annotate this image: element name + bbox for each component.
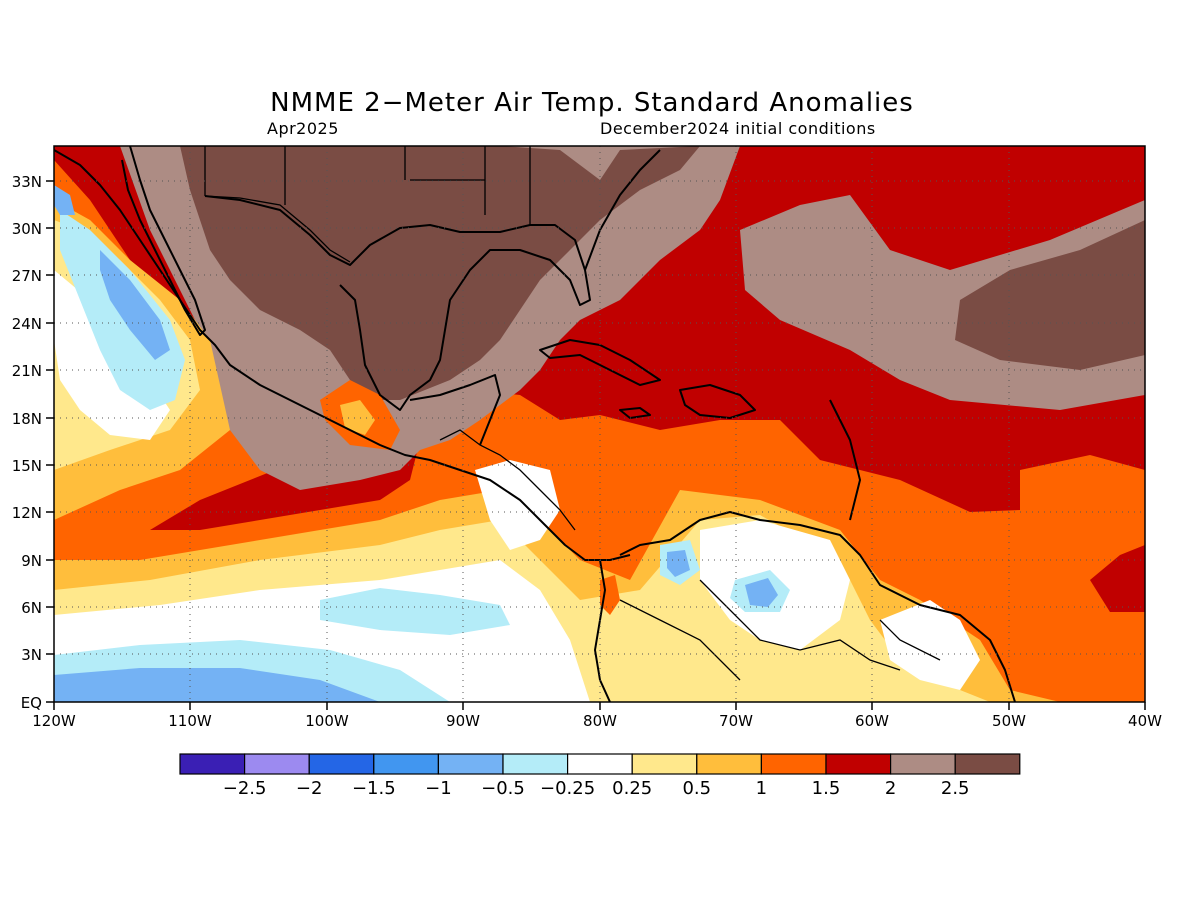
colorbar-label: −2 <box>296 778 323 799</box>
lon-label-100w: 100W <box>305 712 349 730</box>
colorbar-label: 2.5 <box>941 778 970 799</box>
colorbar-label: −1 <box>425 778 452 799</box>
lon-label-60w: 60W <box>855 712 889 730</box>
lon-label-50w: 50W <box>992 712 1026 730</box>
colorbar-label: 0.25 <box>612 778 652 799</box>
lat-label-6n: 6N <box>21 599 42 617</box>
field-blue-venezuela <box>745 578 778 607</box>
lat-label-18n: 18N <box>12 410 42 428</box>
lon-label-90w: 90W <box>446 712 480 730</box>
colorbar-swatch <box>954 753 1021 775</box>
coast-mexico-pacific <box>54 149 631 561</box>
border-us-mexico <box>204 195 351 263</box>
field-orange-mexico-inner <box>340 400 375 435</box>
colorbar-swatch <box>631 753 698 775</box>
colorbar-label: −1.5 <box>352 778 396 799</box>
lon-label-80w: 80W <box>583 712 617 730</box>
lat-label-27n: 27N <box>12 267 42 285</box>
field-dark-brown-atlantic <box>955 220 1145 370</box>
subtitle-month: Apr2025 <box>267 119 339 138</box>
field-blue-colombia <box>667 550 690 577</box>
field-dark-brown <box>180 146 700 400</box>
coast-lesser-antilles <box>829 399 861 521</box>
axis-ticks <box>46 180 1146 710</box>
field-white-central-america <box>475 460 560 550</box>
coast-colombia-pacific <box>594 559 611 702</box>
colorbar-swatch <box>373 753 439 775</box>
coast-gulf <box>204 195 591 411</box>
colorbar-swatch <box>825 753 892 775</box>
colorbar-swatch <box>760 753 827 775</box>
colorbar-label: 0.5 <box>682 778 711 799</box>
coast-south-america <box>619 511 1016 702</box>
lat-label-3n: 3N <box>21 646 42 664</box>
colorbar <box>179 753 1021 775</box>
field-white-guianas <box>880 600 980 690</box>
colorbar-swatch <box>308 753 375 775</box>
coast-jamaica <box>619 407 651 419</box>
field-cyan-midpacific <box>320 588 510 635</box>
lat-label-30n: 30N <box>12 220 42 238</box>
coast-cuba <box>539 339 661 386</box>
colorbar-label: −2.5 <box>223 778 267 799</box>
field-blue-equatorial <box>54 668 380 702</box>
colorbar-swatch <box>566 753 633 775</box>
border-us-states <box>204 146 531 225</box>
colorbar-swatch <box>502 753 569 775</box>
coast-hispaniola <box>679 384 756 419</box>
colorbar-label: 2 <box>885 778 896 799</box>
lon-label-40w: 40W <box>1128 712 1162 730</box>
lat-label-21n: 21N <box>12 362 42 380</box>
coast-baja <box>121 146 206 336</box>
colorbar-swatch <box>179 753 246 775</box>
lat-label-eq: EQ <box>21 694 42 712</box>
lon-label-120w: 120W <box>32 712 76 730</box>
colorbar-swatch <box>696 753 762 775</box>
border-central-america <box>439 429 576 531</box>
coast-us-east <box>584 149 661 271</box>
border-south-america <box>619 579 941 681</box>
field-blue-pacific <box>100 250 170 360</box>
map-title: NMME 2−Meter Air Temp. Standard Anomalie… <box>270 88 914 118</box>
lat-label-9n: 9N <box>21 552 42 570</box>
colorbar-swatch <box>244 753 310 775</box>
colorbar-label: −0.25 <box>540 778 595 799</box>
colorbar-label: 1.5 <box>812 778 841 799</box>
coast-yucatan <box>409 374 501 446</box>
field-blue-pacific-top <box>54 185 75 215</box>
subtitle-initial-conditions: December2024 initial conditions <box>600 119 876 138</box>
lat-label-12n: 12N <box>12 504 42 522</box>
colorbar-swatch <box>889 753 956 775</box>
lon-label-110w: 110W <box>168 712 212 730</box>
colorbar-swatch <box>437 753 504 775</box>
lat-label-15n: 15N <box>12 457 42 475</box>
colorbar-label: 1 <box>756 778 767 799</box>
colorbar-label: −0.5 <box>481 778 525 799</box>
field-dark-red-east <box>1090 545 1145 612</box>
lon-label-70w: 70W <box>719 712 753 730</box>
colorbar-labels: −2.5 −2 −1.5 −1 −0.5 −0.25 0.25 0.5 1 1.5 2 2.5 <box>223 778 970 799</box>
lat-label-33n: 33N <box>12 173 42 191</box>
lat-label-24n: 24N <box>12 315 42 333</box>
coastlines <box>54 146 1016 702</box>
